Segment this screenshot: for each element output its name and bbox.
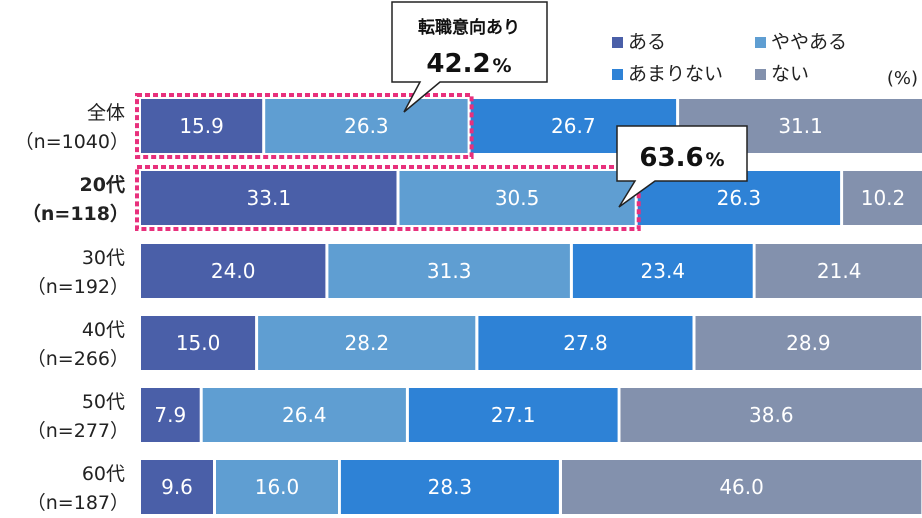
data-label: 46.0 [719,475,764,499]
bars-layer: 15.9 26.3 26.7 31.1 33.1 30.5 26.3 10.2 24.0 31.3… [141,99,922,514]
legend-swatch [755,69,766,80]
data-label: 10.2 [861,186,906,210]
callout-value: 42.2% [426,49,511,79]
bar-segment [562,460,922,514]
bar-segment [141,244,326,298]
data-label: 28.3 [428,475,473,499]
bar-segment [328,244,570,298]
highlight-layer: 転職意向あり 42.2 % 63.6% [135,1,748,231]
bar-segment [755,244,922,298]
category-label: 50代 [82,391,125,413]
bar-segment [620,388,922,442]
data-label: 15.0 [176,331,221,355]
category-n-label: （n=192） [27,276,129,298]
bar-segment [141,171,397,225]
legend-label: あまりない [628,63,723,85]
data-label: 31.3 [427,259,472,283]
category-label: 30代 [82,247,125,269]
highlight-box [135,93,474,159]
data-label: 26.3 [717,186,762,210]
bar-segment [258,316,476,370]
category-n-label: （n=266） [27,348,129,370]
category-n-label: （n=277） [27,420,129,442]
category-n-label: （n=118） [22,202,129,225]
bar-segment [141,388,200,442]
bar-segment [340,460,559,514]
bar-segment [202,388,406,442]
legend-swatch [612,37,623,48]
data-label: 28.9 [786,331,831,355]
data-label: 28.2 [345,331,390,355]
data-label: 9.6 [161,475,193,499]
category-label: 60代 [82,463,125,485]
data-label: 30.5 [495,186,540,210]
data-label: 26.3 [344,114,389,138]
bar-segment [141,460,213,514]
data-label: 26.7 [551,114,596,138]
bar-segment [216,460,338,514]
data-label: 27.1 [491,403,536,427]
callout-value: 63.6% [639,143,724,173]
unit-label: (%) [887,68,918,89]
category-label: 40代 [82,319,125,341]
callout-bubble [616,125,748,208]
bar-segment [695,316,922,370]
data-label: 16.0 [255,475,300,499]
data-label: 38.6 [749,403,794,427]
bar-segment [141,316,256,370]
callout-title: 転職意向あり [418,17,520,38]
bar-segment [843,171,922,225]
data-label: 23.4 [641,259,686,283]
data-label: 33.1 [247,186,292,210]
bar-segment [408,388,618,442]
category-n-label: （n=1040） [15,131,129,153]
bar-segment [478,316,693,370]
data-label: 27.8 [563,331,608,355]
legend-label: ある [628,31,666,53]
bar-segment [399,171,635,225]
legend-label: ない [771,63,809,85]
legend-label: ややある [771,31,847,53]
row-labels-layer: 全体 （n=1040） 20代 （n=118） 30代 （n=192） 40代 （n=266）… [15,102,129,514]
data-label: 15.9 [179,114,224,138]
legend-swatch [612,69,623,80]
bar-segment [265,99,468,153]
bar-segment [572,244,753,298]
highlight-box [135,165,641,231]
category-label: 全体 [87,102,125,124]
category-n-label: （n=187） [27,492,129,514]
data-label: 7.9 [154,403,186,427]
data-label: 26.4 [282,403,327,427]
category-label: 20代 [80,174,125,196]
callout-bubble [391,1,548,113]
legend-swatch [755,37,766,48]
bar-segment [141,99,263,153]
data-label: 21.4 [817,259,862,283]
data-label: 31.1 [778,114,823,138]
data-label: 24.0 [211,259,256,283]
